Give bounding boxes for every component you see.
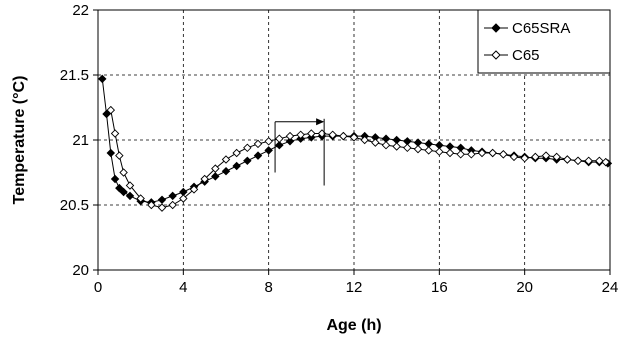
legend-marker <box>491 23 501 33</box>
data-point <box>477 148 487 158</box>
data-point <box>147 200 156 210</box>
legend-marker <box>491 50 501 60</box>
data-point <box>445 148 455 158</box>
data-point <box>243 156 252 166</box>
data-point <box>119 187 128 197</box>
data-point <box>115 151 124 160</box>
legend-label: C65SRA <box>512 20 570 37</box>
data-point <box>264 146 273 155</box>
y-tick-label: 22 <box>72 2 89 19</box>
series-c65sra <box>98 74 613 207</box>
data-point <box>509 152 519 162</box>
x-tick-label: 4 <box>179 279 187 296</box>
data-point <box>110 174 120 184</box>
data-point <box>392 142 401 151</box>
bracket-arrowhead <box>316 118 325 126</box>
data-point <box>339 131 348 141</box>
data-point <box>157 195 167 205</box>
x-tick-label: 24 <box>602 279 619 296</box>
data-point <box>189 185 199 194</box>
data-point <box>285 137 295 146</box>
data-point <box>360 135 369 145</box>
y-tick-label: 21 <box>72 132 89 149</box>
data-point <box>157 203 167 212</box>
data-point <box>200 174 209 184</box>
annotation-layer <box>274 118 325 186</box>
data-point <box>285 131 295 141</box>
data-point <box>232 161 241 171</box>
data-point <box>253 151 263 160</box>
legend-item-c65sra: C65SRA <box>484 20 570 37</box>
x-axis-title: Age (h) <box>326 317 381 334</box>
data-point <box>403 143 412 153</box>
data-point <box>98 74 107 84</box>
legend-item-c65: C65 <box>484 47 540 64</box>
data-point <box>221 155 231 164</box>
y-tick-label: 21.5 <box>60 67 89 84</box>
data-point <box>531 152 540 162</box>
y-tick-label: 20.5 <box>60 197 89 214</box>
data-point <box>168 191 177 201</box>
series-c65 <box>106 105 610 212</box>
x-tick-label: 8 <box>264 279 272 296</box>
data-point <box>601 157 610 167</box>
y-axis-title: Temperature (°C) <box>11 76 28 205</box>
data-point <box>488 148 497 158</box>
grid <box>98 10 610 270</box>
x-tick-label: 0 <box>94 279 102 296</box>
data-point <box>125 191 135 201</box>
data-point <box>328 130 337 140</box>
data-point <box>106 105 116 115</box>
y-tick-label: 20 <box>72 262 89 279</box>
x-tick-label: 16 <box>431 279 448 296</box>
data-point <box>275 134 284 143</box>
data-point <box>595 156 604 166</box>
data-point <box>211 172 220 181</box>
data-point <box>275 140 284 150</box>
data-point <box>179 194 188 203</box>
data-point <box>541 151 551 160</box>
data-point <box>264 137 273 146</box>
data-point <box>381 140 391 150</box>
data-point <box>253 139 263 149</box>
data-point <box>563 155 572 164</box>
data-point <box>115 183 124 193</box>
data-point <box>520 153 529 163</box>
data-point <box>232 148 241 158</box>
x-tick-label: 12 <box>346 279 363 296</box>
data-point <box>424 146 433 155</box>
data-point <box>552 152 561 162</box>
legend: C65SRA C65 <box>477 9 611 74</box>
axis-ticks: 0 4 8 12 16 20 24 20 20.5 21 21.5 22 <box>60 2 619 296</box>
x-tick-label: 20 <box>516 279 533 296</box>
data-point <box>110 129 120 138</box>
data-point <box>168 200 177 210</box>
data-point <box>102 109 111 119</box>
legend-label: C65 <box>512 47 540 64</box>
data-point <box>467 150 476 159</box>
data-point <box>413 144 423 154</box>
data-point <box>349 133 359 142</box>
data-point <box>106 148 116 158</box>
data-point <box>499 150 508 159</box>
data-point <box>456 150 465 159</box>
data-point <box>211 164 220 173</box>
data-point <box>573 156 583 166</box>
data-point <box>119 168 128 177</box>
data-point <box>435 147 444 156</box>
data-point <box>136 194 145 203</box>
data-point <box>307 129 316 138</box>
series-layer <box>98 74 613 212</box>
series-line <box>101 78 608 203</box>
data-point <box>221 166 231 176</box>
data-point <box>243 143 252 153</box>
data-point <box>296 130 305 140</box>
data-point <box>584 156 593 166</box>
legend-box <box>477 9 611 74</box>
data-point <box>371 138 380 147</box>
data-point <box>125 181 135 190</box>
